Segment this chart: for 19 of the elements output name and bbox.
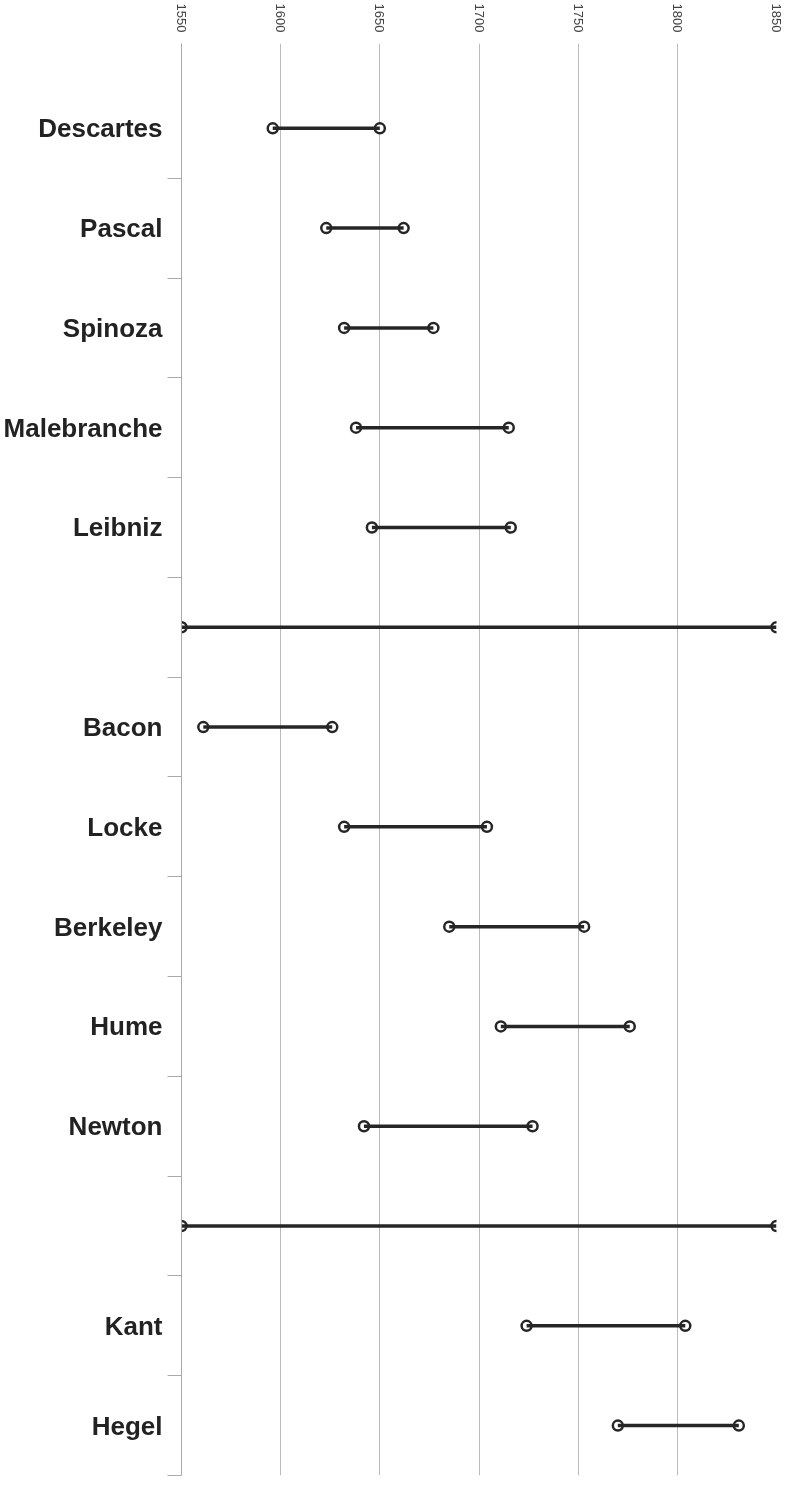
y-tick-label: Leibniz bbox=[72, 512, 163, 543]
y-tick-label: Locke bbox=[87, 811, 163, 842]
x-tick-label: 1600 bbox=[273, 3, 289, 33]
y-tick-label: Descartes bbox=[38, 113, 163, 144]
y-tick-label: Bacon bbox=[83, 712, 163, 743]
y-tick-label: Hume bbox=[90, 1011, 163, 1042]
x-tick-label: 1750 bbox=[570, 3, 586, 33]
y-tick-label: Malebranche bbox=[3, 412, 163, 443]
y-tick-label: Newton bbox=[68, 1111, 163, 1142]
x-tick-label: 1550 bbox=[174, 3, 189, 33]
y-tick-label: Berkeley bbox=[54, 911, 164, 942]
y-tick-label: Hegel bbox=[91, 1410, 163, 1441]
y-tick-label: Pascal bbox=[80, 213, 163, 244]
x-tick-label: 1700 bbox=[471, 3, 487, 33]
x-tick-label: 1650 bbox=[372, 3, 388, 33]
y-tick-label: Spinoza bbox=[62, 312, 164, 343]
y-tick-label: Kant bbox=[104, 1310, 163, 1341]
x-tick-label: 1850 bbox=[769, 3, 784, 33]
x-tick-label: 1800 bbox=[669, 3, 685, 33]
